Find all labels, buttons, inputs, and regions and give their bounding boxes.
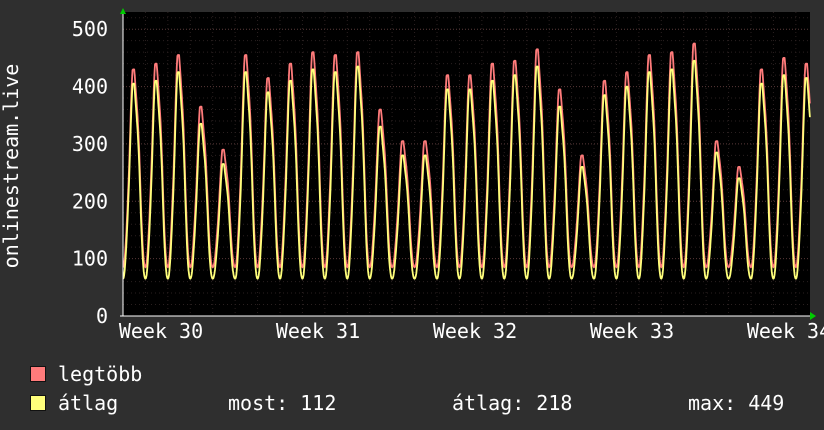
x-axis-arrow (810, 312, 816, 320)
y-axis-arrow (120, 8, 126, 14)
y-axis-label: onlinestream.live (0, 64, 23, 269)
stat-maximum: max: 449 (688, 391, 785, 415)
y-tick-label: 300 (72, 132, 108, 156)
x-tick-label: Week 33 (590, 319, 674, 343)
x-axis-ticks: Week 30 Week 31 Week 32 Week 33 Week 34 (119, 319, 824, 343)
stat-average: átlag: 218 (452, 391, 573, 415)
legend-swatch-max (30, 366, 46, 382)
x-tick-label: Week 30 (119, 319, 203, 343)
y-tick-label: 200 (72, 189, 108, 213)
x-tick-label: Week 31 (276, 319, 360, 343)
y-tick-label: 0 (96, 304, 108, 328)
y-tick-label: 100 (72, 247, 108, 271)
legend-swatch-avg (30, 395, 46, 411)
y-tick-label: 400 (72, 75, 108, 99)
legend-item-avg: átlag (30, 391, 118, 415)
y-axis-ticks: 0 100 200 300 400 500 (72, 17, 108, 328)
series-atlag (122, 59, 811, 280)
legend-item-max: legtöbb (30, 362, 142, 386)
series-avg-line (122, 59, 811, 280)
x-tick-label: Week 34 (747, 319, 824, 343)
y-tick-label: 500 (72, 17, 108, 41)
x-tick-label: Week 32 (433, 319, 517, 343)
legend-label-avg: átlag (58, 391, 119, 415)
stat-current: most: 112 (228, 391, 337, 415)
legend-label-max: legtöbb (58, 362, 143, 386)
